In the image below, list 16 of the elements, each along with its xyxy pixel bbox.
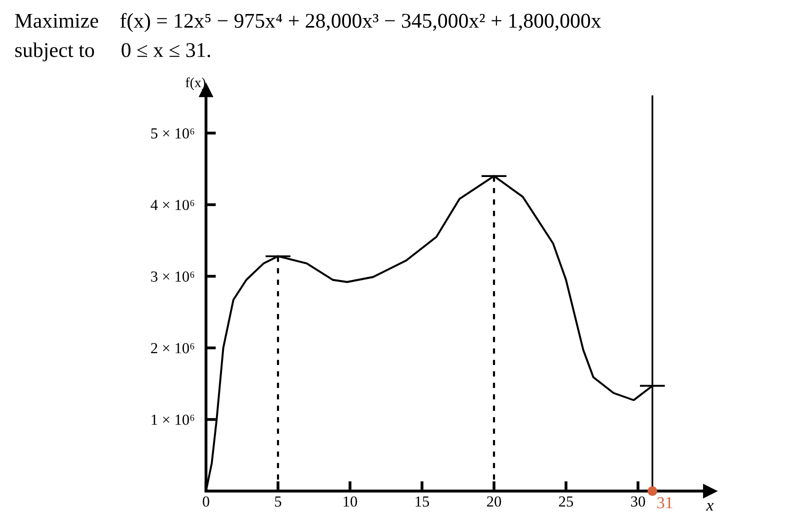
x-tick-label: 10: [344, 496, 358, 507]
x-tick-label: 0: [202, 496, 210, 507]
x-tick-label: 25: [559, 496, 574, 507]
chart-subtitle: subject to 0 ≤ x ≤ 31.: [15, 42, 210, 62]
annotation: 31: [657, 497, 672, 508]
y-tick-label: 3 × 10⁶: [151, 271, 194, 282]
y-tick-label: 5 × 10⁶: [151, 128, 194, 139]
x-tick-label: 20: [487, 496, 502, 507]
y-tick-label: 1 × 10⁶: [152, 414, 194, 425]
y-tick-label: 4 × 10⁶: [150, 200, 194, 210]
x-tick-label: 15: [416, 496, 430, 507]
y-tick-label: 2 × 10⁶: [151, 343, 194, 354]
x-tick-label: 5: [275, 496, 282, 507]
chart-title: Maximize f(x) = 12x⁵ − 975x⁴ + 28,000x³ − 345,000x² + 1,800,000x: [15, 12, 602, 32]
x-axis-title: x: [706, 502, 714, 511]
x-tick-label: 30: [631, 496, 646, 507]
